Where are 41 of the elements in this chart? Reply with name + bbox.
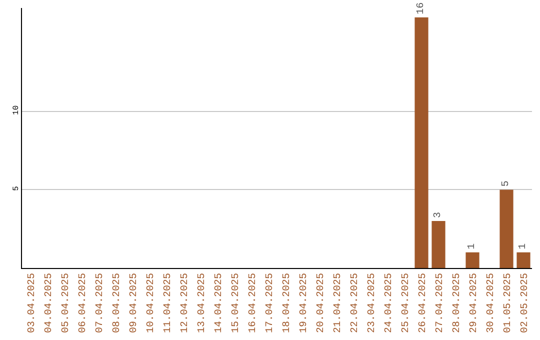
x-tick-label: 25.04.2025 [400,273,412,334]
x-tick-label: 26.04.2025 [418,273,429,334]
x-tick-label: 10.04.2025 [146,273,157,334]
data-label: 1 [467,243,478,250]
x-tick-label: 02.05.2025 [520,273,531,334]
x-tick-label: 04.04.2025 [44,273,55,334]
bar [414,17,428,268]
x-tick-label: 27.04.2025 [434,273,446,334]
x-tick-label: 18.04.2025 [282,273,293,334]
x-tick-label: 01.05.2025 [502,273,514,334]
x-tick-label: 21.04.2025 [332,273,344,334]
x-tick-label: 22.04.2025 [350,273,361,334]
x-tick-label: 05.04.2025 [60,273,72,334]
x-tick-label: 23.04.2025 [366,273,378,334]
x-tick-label: 28.04.2025 [452,273,463,334]
x-tick-label: 13.04.2025 [196,273,208,334]
data-label: 5 [501,180,512,187]
x-tick-label: 09.04.2025 [128,273,140,334]
x-tick-label: 08.04.2025 [112,273,123,334]
bar [516,252,530,268]
bar [466,252,480,268]
x-tick-label: 06.04.2025 [78,273,89,334]
x-tick-label: 20.04.2025 [316,273,327,334]
data-label: 16 [416,2,427,14]
x-tick-label: 29.04.2025 [468,273,480,334]
x-tick-label: 07.04.2025 [94,273,106,334]
x-tick-label: 30.04.2025 [486,273,497,334]
x-tick-label: 19.04.2025 [298,273,310,334]
x-tick-label: 16.04.2025 [248,273,259,334]
x-tick-label: 12.04.2025 [180,273,191,334]
data-label: 3 [433,212,444,218]
bar [500,190,514,268]
y-tick-label: 10 [12,105,21,115]
bar [432,221,446,268]
data-label: 1 [518,243,529,250]
x-tick-label: 24.04.2025 [384,273,395,334]
x-tick-label: 17.04.2025 [264,273,276,334]
x-tick-label: 11.04.2025 [162,273,174,334]
x-tick-label: 03.04.2025 [26,273,38,334]
x-tick-label: 15.04.2025 [230,273,242,334]
x-tick-label: 14.04.2025 [214,273,225,334]
